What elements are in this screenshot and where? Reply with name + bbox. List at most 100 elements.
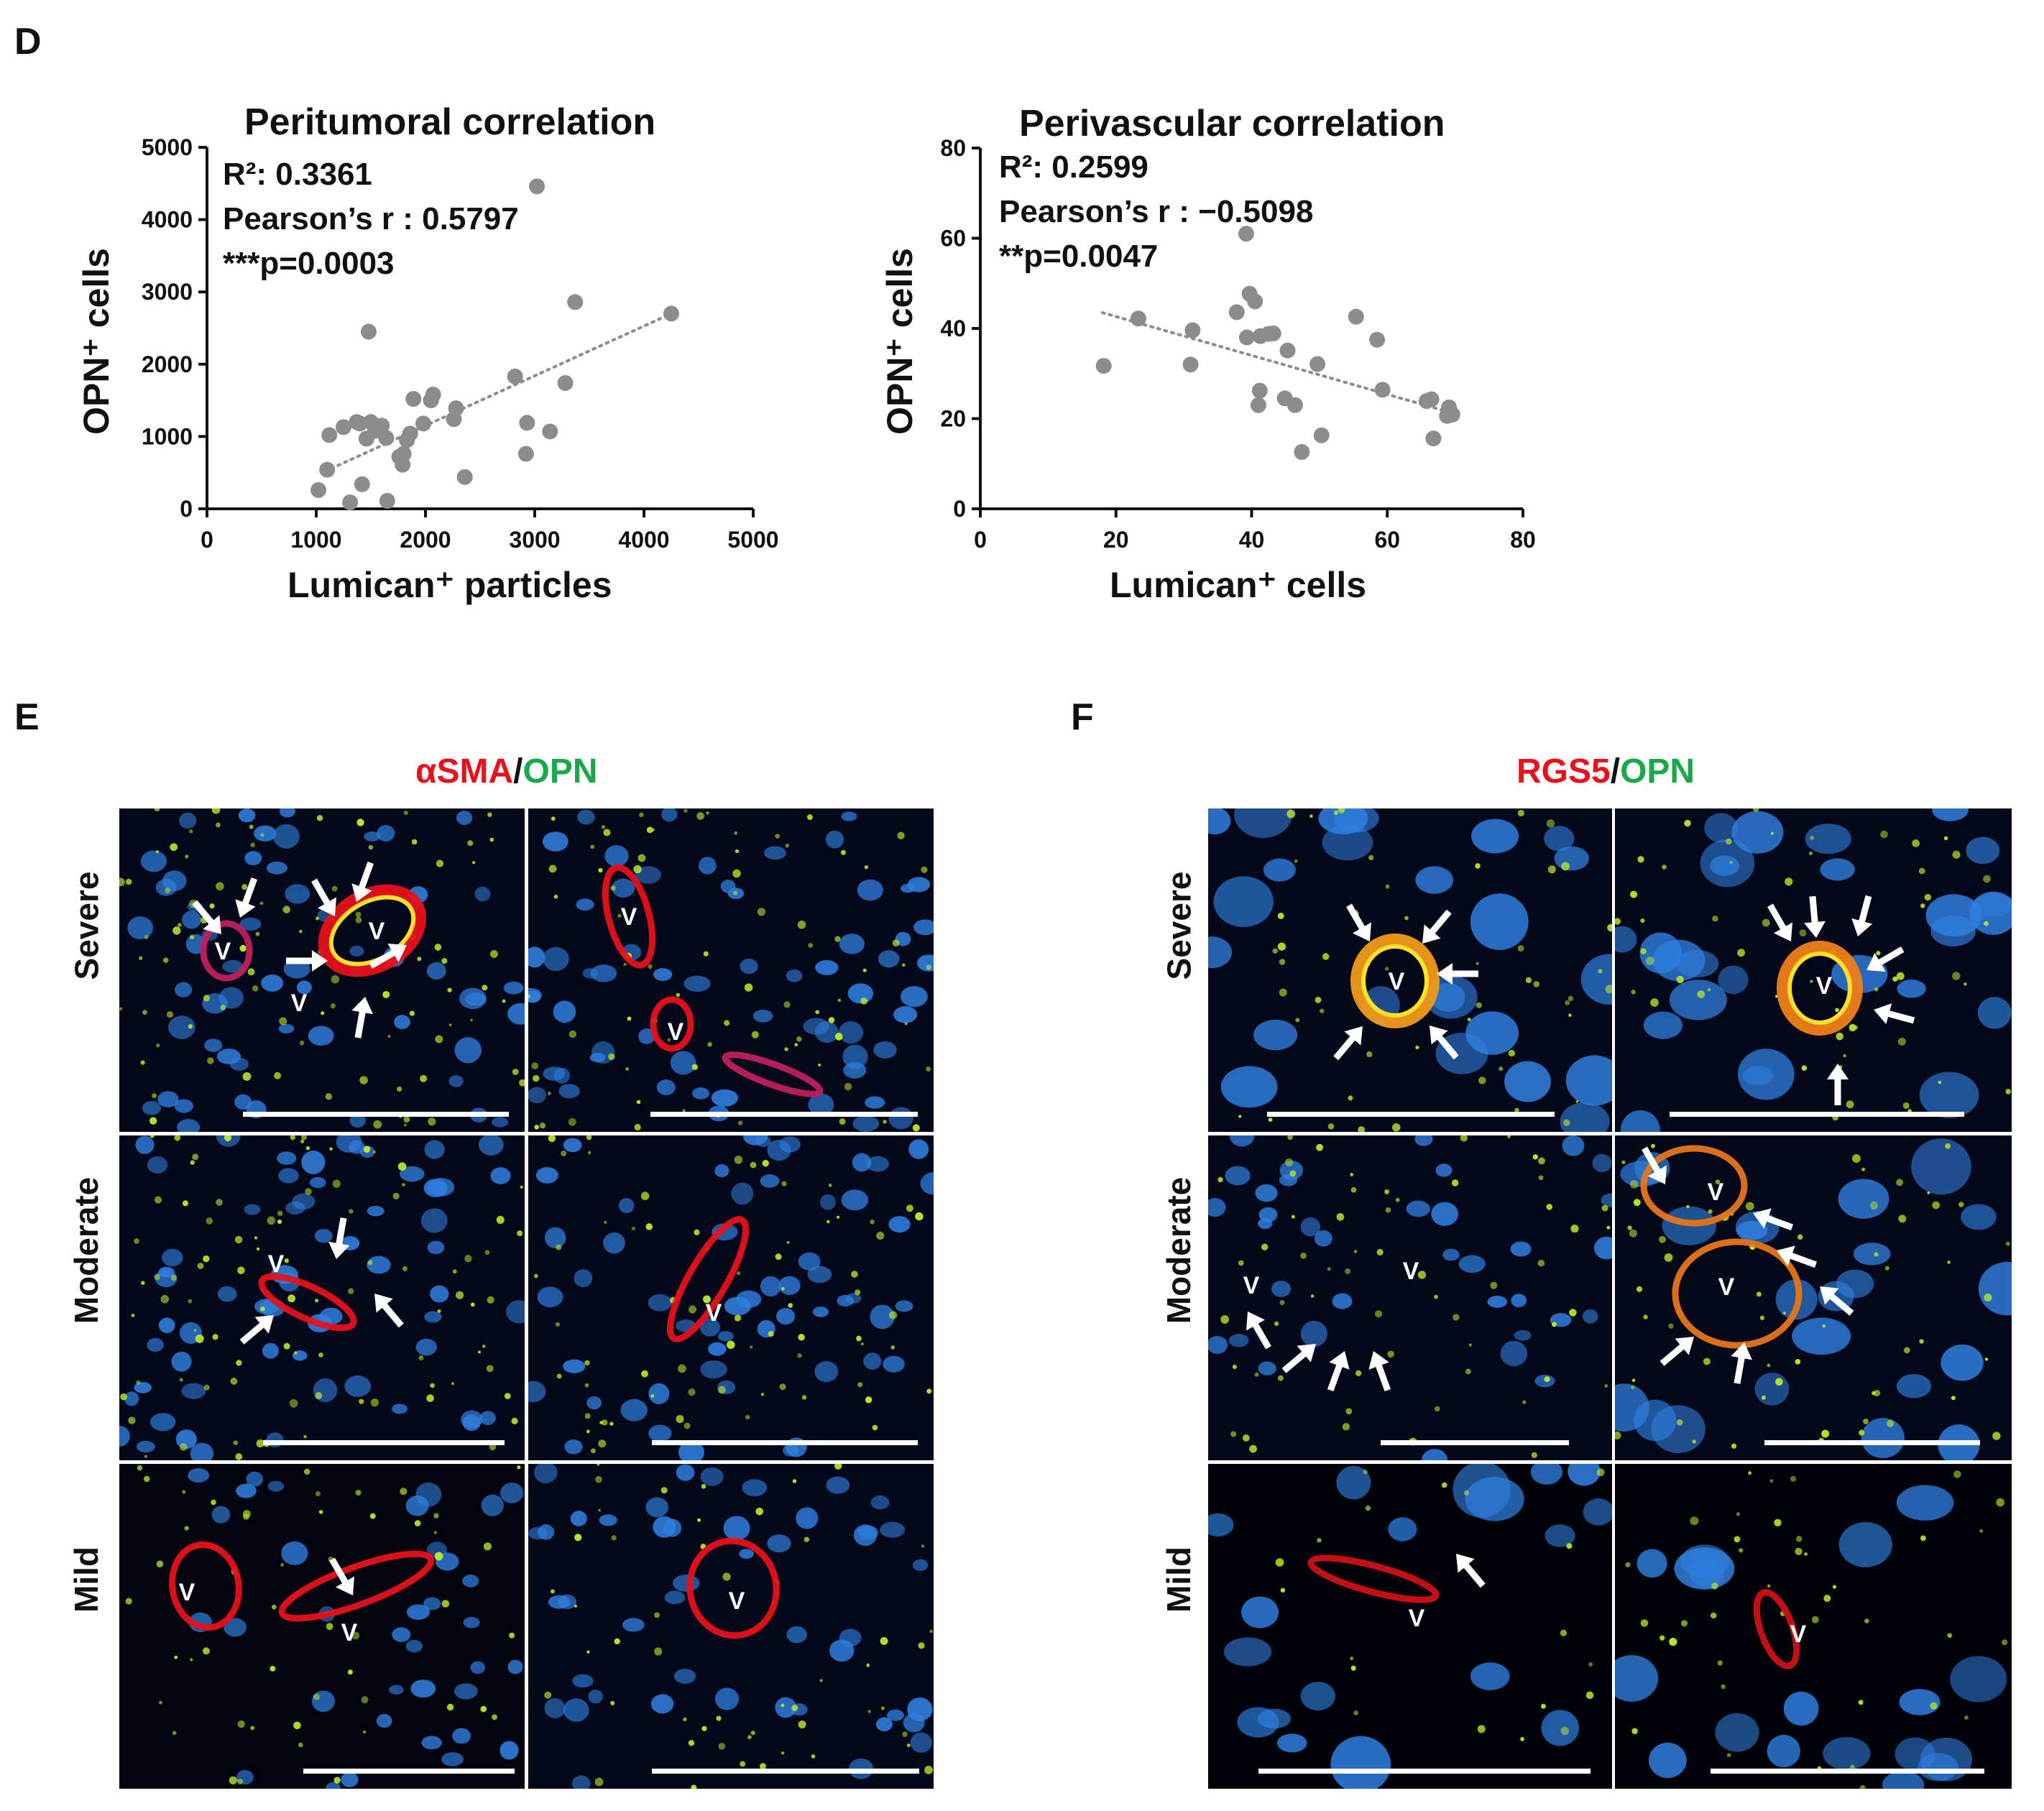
opn-signal — [128, 1416, 136, 1424]
y-tick-label: 20 — [940, 406, 966, 432]
nucleus — [1453, 1464, 1511, 1518]
nucleus — [886, 1709, 904, 1721]
opn-signal — [1984, 1358, 1989, 1361]
opn-signal — [1277, 1375, 1284, 1381]
data-point — [1265, 325, 1281, 341]
opn-signal — [1884, 1266, 1889, 1271]
data-point — [319, 461, 336, 478]
nucleus — [1530, 1464, 1563, 1485]
opn-signal — [355, 1490, 362, 1496]
nucleus — [1718, 965, 1749, 995]
arrow-icon — [1430, 1026, 1459, 1060]
opn-signal — [139, 956, 143, 960]
nucleus — [1544, 826, 1575, 852]
nucleus — [878, 950, 900, 968]
vessel-wall — [1640, 1145, 1748, 1227]
scale-bar — [652, 1440, 918, 1445]
nucleus — [147, 1337, 164, 1353]
opn-signal — [435, 1035, 443, 1043]
opn-signal — [608, 1053, 615, 1061]
opn-signal — [1756, 1291, 1762, 1297]
vessel-label: V — [341, 1619, 358, 1646]
opn-signal — [1835, 1008, 1839, 1013]
opn-signal — [305, 1146, 310, 1151]
nucleus — [462, 1414, 481, 1432]
nucleus — [842, 1044, 868, 1069]
nucleus — [663, 1519, 682, 1537]
nucleus — [1511, 1294, 1527, 1308]
opn-signal — [1748, 1471, 1752, 1475]
nucleus — [174, 1099, 194, 1113]
nucleus — [1669, 980, 1727, 1020]
opn-signal — [1338, 808, 1345, 814]
opn-signal — [651, 828, 655, 831]
opn-signal — [1385, 1207, 1391, 1213]
opn-signal — [1417, 1271, 1427, 1279]
opn-signal — [1585, 1691, 1594, 1700]
opn-signal — [293, 1721, 301, 1730]
opn-signal — [155, 850, 160, 854]
opn-signal — [1348, 1095, 1353, 1101]
opn-signal — [1286, 809, 1296, 819]
nucleus — [452, 1728, 471, 1744]
opn-signal — [784, 1047, 788, 1051]
opn-signal — [1295, 1018, 1300, 1023]
opn-signal — [1508, 1049, 1516, 1057]
nucleus — [847, 983, 874, 1004]
opn-signal — [718, 1386, 726, 1394]
opn-signal — [294, 1351, 298, 1355]
micrograph: V — [1208, 808, 1612, 1132]
nucleus — [670, 1051, 696, 1075]
y-tick-label: 5000 — [142, 134, 193, 160]
opn-signal — [1538, 1175, 1544, 1181]
opn-signal — [1785, 877, 1793, 886]
nucleus — [866, 1156, 890, 1172]
opn-signal — [1261, 1243, 1269, 1250]
nucleus — [135, 1135, 155, 1154]
nucleus — [841, 1189, 869, 1211]
opn-signal — [775, 1253, 782, 1261]
title-green-stain: OPN — [1620, 752, 1695, 791]
nucleus — [341, 1771, 359, 1788]
opn-signal — [1477, 1725, 1486, 1733]
nucleus — [454, 1683, 478, 1700]
opn-signal — [716, 1715, 722, 1721]
opn-signal — [140, 1060, 145, 1065]
data-point — [374, 418, 390, 434]
nucleus — [1896, 1373, 1932, 1398]
nucleus — [1225, 1166, 1251, 1186]
data-point — [448, 400, 464, 417]
nucleus — [815, 959, 839, 975]
opn-signal — [1951, 1396, 1956, 1401]
nucleus — [1322, 824, 1373, 861]
opn-signal — [1538, 1157, 1545, 1165]
opn-signal — [259, 901, 264, 906]
opn-signal — [834, 936, 841, 942]
opn-signal — [362, 1730, 367, 1734]
nucleus — [803, 1018, 829, 1036]
nucleus — [528, 990, 541, 1003]
opn-signal — [207, 1057, 214, 1064]
opn-signal — [598, 1508, 602, 1512]
opn-signal — [1636, 1286, 1643, 1292]
nucleus — [599, 1514, 617, 1526]
opn-signal — [1604, 1384, 1608, 1388]
opn-signal — [1912, 839, 1920, 847]
opn-signal — [237, 1266, 245, 1275]
nucleus — [224, 1618, 247, 1637]
opn-signal — [1745, 1202, 1754, 1211]
opn-signal — [1790, 1475, 1796, 1482]
nucleus — [691, 1087, 710, 1100]
opn-signal — [1353, 1710, 1358, 1715]
vessel — [1672, 1238, 1803, 1349]
nucleus — [1330, 1736, 1391, 1789]
nucleus — [420, 1208, 448, 1233]
opn-signal — [862, 968, 867, 972]
nucleus — [786, 1626, 807, 1644]
nucleus — [177, 1119, 201, 1132]
opn-signal — [236, 1778, 244, 1785]
title-green-stain: OPN — [522, 752, 598, 791]
opn-signal — [154, 1196, 162, 1204]
opn-signal — [548, 1135, 556, 1143]
nucleus — [1583, 1498, 1612, 1526]
